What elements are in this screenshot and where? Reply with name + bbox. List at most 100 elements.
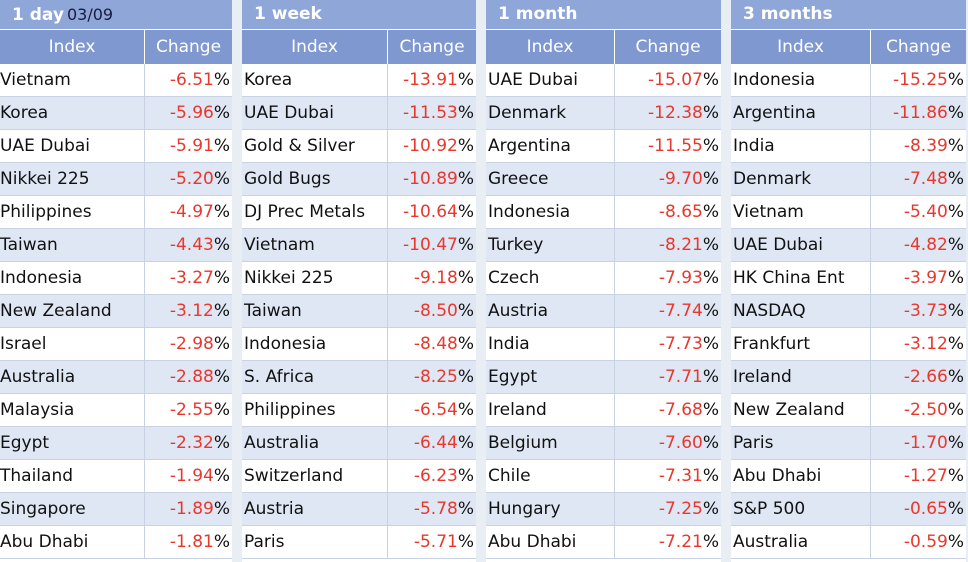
table-row[interactable]: Nikkei 225 -9.18% [242, 262, 476, 295]
change-value: -3.97% [871, 262, 966, 294]
column-header-index[interactable]: Index [242, 30, 388, 64]
table-row[interactable]: Indonesia -15.25% [731, 64, 966, 97]
table-row[interactable]: New Zealand -3.12% [0, 295, 232, 328]
table-row[interactable]: Denmark -7.48% [731, 163, 966, 196]
index-name: Indonesia [242, 328, 388, 360]
change-value: -7.48% [871, 163, 966, 195]
index-name: Denmark [486, 97, 615, 129]
change-number: -3.97 [903, 268, 948, 288]
table-row[interactable]: Greece -9.70% [486, 163, 721, 196]
column-header-change[interactable]: Change [615, 30, 721, 64]
column-header-change[interactable]: Change [871, 30, 966, 64]
change-value: -0.65% [871, 493, 966, 525]
table-row[interactable]: S. Africa -8.25% [242, 361, 476, 394]
index-name: Philippines [0, 196, 145, 228]
index-name: Paris [242, 526, 388, 558]
change-value: -5.20% [145, 163, 232, 195]
change-value: -1.89% [145, 493, 232, 525]
table-row[interactable]: Argentina -11.55% [486, 130, 721, 163]
table-row[interactable]: Egypt -7.71% [486, 361, 721, 394]
table-row[interactable]: UAE Dubai -4.82% [731, 229, 966, 262]
table-row[interactable]: Thailand -1.94% [0, 460, 232, 493]
table-row[interactable]: Belgium -7.60% [486, 427, 721, 460]
change-value: -7.31% [615, 460, 721, 492]
table-row[interactable]: UAE Dubai -15.07% [486, 64, 721, 97]
table-row[interactable]: Indonesia -3.27% [0, 262, 232, 295]
table-row[interactable]: Nikkei 225 -5.20% [0, 163, 232, 196]
percent-sign: % [457, 103, 474, 123]
table-row[interactable]: Austria -5.78% [242, 493, 476, 526]
index-name: Egypt [0, 427, 145, 459]
table-row[interactable]: UAE Dubai -11.53% [242, 97, 476, 130]
change-value: -12.38% [615, 97, 721, 129]
change-value: -11.86% [871, 97, 966, 129]
table-row[interactable]: Gold Bugs -10.89% [242, 163, 476, 196]
table-row[interactable]: Turkey -8.21% [486, 229, 721, 262]
table-row[interactable]: Argentina -11.86% [731, 97, 966, 130]
table-row[interactable]: Abu Dhabi -1.81% [0, 526, 232, 559]
table-row[interactable]: Australia -0.59% [731, 526, 966, 559]
table-row[interactable]: Austria -7.74% [486, 295, 721, 328]
column-header-index[interactable]: Index [731, 30, 871, 64]
percent-sign: % [457, 433, 474, 453]
table-row[interactable]: Abu Dhabi -7.21% [486, 526, 721, 559]
table-row[interactable]: Australia -2.88% [0, 361, 232, 394]
change-number: -9.18 [413, 268, 458, 288]
change-number: -5.78 [413, 499, 458, 519]
table-row[interactable]: Frankfurt -3.12% [731, 328, 966, 361]
table-row[interactable]: Israel -2.98% [0, 328, 232, 361]
table-row[interactable]: India -8.39% [731, 130, 966, 163]
index-name: Vietnam [242, 229, 388, 261]
table-row[interactable]: NASDAQ -3.73% [731, 295, 966, 328]
table-row[interactable]: Indonesia -8.48% [242, 328, 476, 361]
table-row[interactable]: S&P 500 -0.65% [731, 493, 966, 526]
table-row[interactable]: Ireland -7.68% [486, 394, 721, 427]
table-row[interactable]: Australia -6.44% [242, 427, 476, 460]
table-row[interactable]: UAE Dubai -5.91% [0, 130, 232, 163]
table-row[interactable]: Philippines -6.54% [242, 394, 476, 427]
table-row[interactable]: New Zealand -2.50% [731, 394, 966, 427]
change-number: -10.47 [403, 235, 458, 255]
change-number: -0.65 [903, 499, 948, 519]
table-row[interactable]: Philippines -4.97% [0, 196, 232, 229]
percent-sign: % [213, 70, 230, 90]
table-row[interactable]: Ireland -2.66% [731, 361, 966, 394]
change-value: -8.50% [388, 295, 476, 327]
table-row[interactable]: Gold & Silver -10.92% [242, 130, 476, 163]
table-row[interactable]: Vietnam -10.47% [242, 229, 476, 262]
table-row[interactable]: Switzerland -6.23% [242, 460, 476, 493]
table-row[interactable]: Egypt -2.32% [0, 427, 232, 460]
table-row[interactable]: Singapore -1.89% [0, 493, 232, 526]
table-row[interactable]: Vietnam -6.51% [0, 64, 232, 97]
table-row[interactable]: Malaysia -2.55% [0, 394, 232, 427]
change-number: -8.39 [903, 136, 948, 156]
index-name: Malaysia [0, 394, 145, 426]
table-row[interactable]: Taiwan -8.50% [242, 295, 476, 328]
table-row[interactable]: Paris -1.70% [731, 427, 966, 460]
table-row[interactable]: Chile -7.31% [486, 460, 721, 493]
table-row[interactable]: Indonesia -8.65% [486, 196, 721, 229]
table-row[interactable]: Taiwan -4.43% [0, 229, 232, 262]
table-row[interactable]: Denmark -12.38% [486, 97, 721, 130]
table-row[interactable]: Hungary -7.25% [486, 493, 721, 526]
table-row[interactable]: HK China Ent -3.97% [731, 262, 966, 295]
table-row[interactable]: Czech -7.93% [486, 262, 721, 295]
change-number: -3.27 [169, 268, 214, 288]
percent-sign: % [702, 103, 719, 123]
table-row[interactable]: Paris -5.71% [242, 526, 476, 559]
column-header-index[interactable]: Index [0, 30, 145, 64]
percent-sign: % [213, 235, 230, 255]
column-header-change[interactable]: Change [145, 30, 232, 64]
panel-title: 1 day 03/09 [0, 0, 232, 29]
table-row[interactable]: Vietnam -5.40% [731, 196, 966, 229]
table-row[interactable]: Korea -5.96% [0, 97, 232, 130]
column-header-change[interactable]: Change [388, 30, 476, 64]
table-row[interactable]: DJ Prec Metals -10.64% [242, 196, 476, 229]
table-row[interactable]: Korea -13.91% [242, 64, 476, 97]
index-name: Austria [242, 493, 388, 525]
percent-sign: % [947, 70, 964, 90]
percent-sign: % [947, 466, 964, 486]
table-row[interactable]: Abu Dhabi -1.27% [731, 460, 966, 493]
table-row[interactable]: India -7.73% [486, 328, 721, 361]
column-header-index[interactable]: Index [486, 30, 615, 64]
